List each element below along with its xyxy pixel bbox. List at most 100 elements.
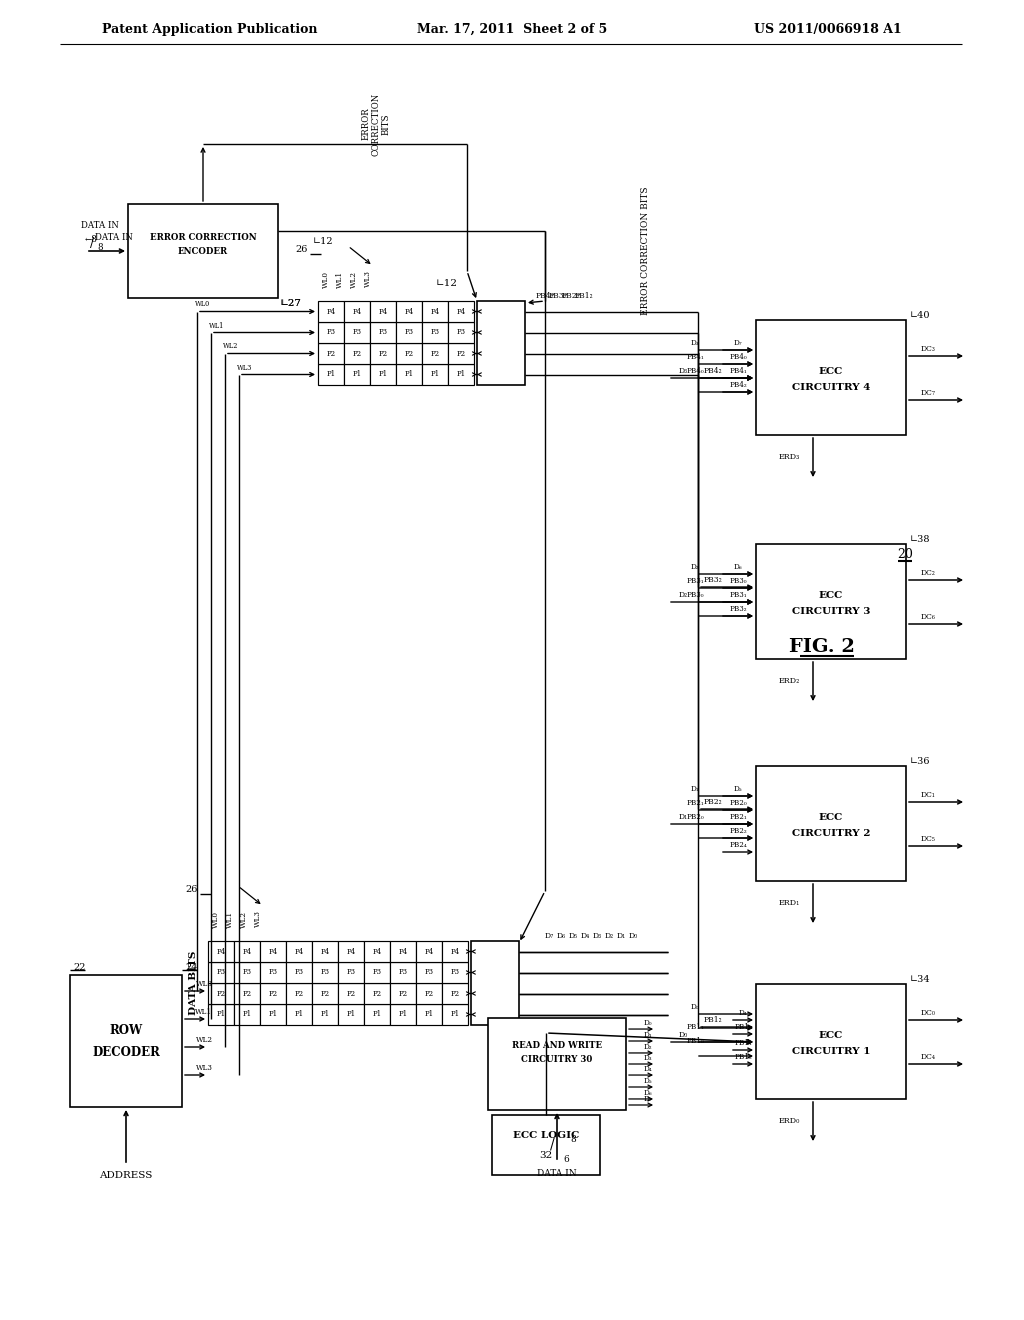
- Text: P3: P3: [379, 329, 387, 337]
- Text: ERD₂: ERD₂: [778, 677, 800, 685]
- Text: ERROR
CORRECTION
BITS: ERROR CORRECTION BITS: [361, 92, 391, 156]
- Bar: [344, 343, 370, 364]
- Text: WL2: WL2: [223, 342, 239, 351]
- Text: DATA IN: DATA IN: [95, 232, 133, 242]
- Bar: [416, 962, 442, 983]
- Bar: [260, 962, 286, 983]
- Text: ECC LOGIC: ECC LOGIC: [513, 1130, 580, 1139]
- Text: PB2₁: PB2₁: [686, 799, 703, 807]
- Text: D₃: D₃: [644, 1053, 652, 1063]
- Text: P1: P1: [268, 1011, 278, 1019]
- Bar: [449, 343, 474, 364]
- Text: D₃: D₃: [593, 932, 601, 940]
- Text: Patent Application Publication: Patent Application Publication: [102, 22, 317, 36]
- Text: FIG. 2: FIG. 2: [790, 638, 855, 656]
- Text: PB2₀: PB2₀: [686, 813, 703, 821]
- Bar: [422, 322, 449, 343]
- Text: P4: P4: [424, 948, 433, 956]
- Bar: [442, 1005, 468, 1026]
- Bar: [128, 205, 278, 298]
- Text: P2: P2: [373, 990, 382, 998]
- Text: P2: P2: [430, 350, 439, 358]
- Text: D₄: D₄: [738, 1008, 748, 1016]
- Bar: [338, 941, 364, 962]
- Text: 8: 8: [570, 1135, 575, 1144]
- Text: P1: P1: [398, 1011, 408, 1019]
- Text: DC₄: DC₄: [921, 1053, 936, 1061]
- Bar: [318, 343, 344, 364]
- Bar: [286, 962, 312, 983]
- Text: CIRCUITRY 2: CIRCUITRY 2: [792, 829, 870, 838]
- Text: PB4₂: PB4₂: [536, 292, 554, 300]
- Bar: [364, 962, 390, 983]
- Text: ECC: ECC: [819, 1031, 843, 1040]
- Bar: [442, 983, 468, 1005]
- Text: P1: P1: [404, 371, 414, 379]
- Text: P1: P1: [321, 1011, 330, 1019]
- Text: D₁: D₁: [616, 932, 626, 940]
- Text: P3: P3: [398, 969, 408, 977]
- Bar: [234, 1005, 260, 1026]
- Bar: [370, 301, 396, 322]
- Text: D₄: D₄: [644, 1065, 652, 1073]
- Text: DECODER: DECODER: [92, 1045, 160, 1059]
- Text: P3: P3: [373, 969, 382, 977]
- Text: P3: P3: [295, 969, 303, 977]
- Bar: [416, 941, 442, 962]
- Text: PB1₁: PB1₁: [734, 1039, 752, 1047]
- Text: P3: P3: [457, 329, 466, 337]
- Text: D₆: D₆: [644, 1089, 652, 1097]
- Bar: [390, 983, 416, 1005]
- Bar: [338, 983, 364, 1005]
- Text: 20: 20: [897, 548, 913, 561]
- Text: P1: P1: [379, 371, 387, 379]
- Text: P4: P4: [216, 948, 225, 956]
- Text: CIRCUITRY 3: CIRCUITRY 3: [792, 607, 870, 616]
- Text: P1: P1: [216, 1011, 225, 1019]
- Text: D₁: D₁: [690, 785, 699, 793]
- Text: WL1: WL1: [226, 911, 234, 928]
- Text: P1: P1: [346, 1011, 355, 1019]
- Text: PB3₀: PB3₀: [686, 591, 703, 599]
- Text: P3: P3: [404, 329, 414, 337]
- Text: PB3₁: PB3₁: [686, 577, 703, 585]
- Text: DATA IN: DATA IN: [81, 222, 119, 231]
- Text: ERROR CORRECTION BITS: ERROR CORRECTION BITS: [640, 186, 649, 315]
- Text: P1: P1: [451, 1011, 460, 1019]
- Text: /: /: [550, 1137, 554, 1151]
- Text: ∟38: ∟38: [910, 535, 931, 544]
- Text: P2: P2: [352, 350, 361, 358]
- Text: P1: P1: [295, 1011, 303, 1019]
- Text: D₇: D₇: [545, 932, 554, 940]
- Text: DC₁: DC₁: [921, 791, 936, 799]
- Bar: [208, 983, 234, 1005]
- Text: 8: 8: [97, 243, 102, 252]
- Bar: [318, 301, 344, 322]
- Text: P1: P1: [457, 371, 466, 379]
- Text: WL3: WL3: [364, 271, 372, 288]
- Text: PB3₂: PB3₂: [729, 605, 746, 612]
- Text: 6: 6: [563, 1155, 569, 1164]
- Text: P4: P4: [243, 948, 252, 956]
- Bar: [449, 364, 474, 385]
- Text: P3: P3: [243, 969, 252, 977]
- Text: WL2: WL2: [350, 271, 358, 288]
- Text: 24: 24: [185, 962, 198, 972]
- Text: DC₅: DC₅: [921, 836, 936, 843]
- Text: P2: P2: [327, 350, 336, 358]
- Bar: [312, 941, 338, 962]
- Text: D₃: D₃: [679, 367, 687, 375]
- Text: P2: P2: [346, 990, 355, 998]
- Text: 32: 32: [540, 1151, 553, 1159]
- Text: P1: P1: [373, 1011, 382, 1019]
- Text: D₄: D₄: [581, 932, 590, 940]
- Bar: [208, 941, 234, 962]
- Text: PB2₂: PB2₂: [703, 799, 722, 807]
- Bar: [756, 983, 906, 1100]
- Bar: [234, 941, 260, 962]
- Text: P4: P4: [321, 948, 330, 956]
- Text: P2: P2: [404, 350, 414, 358]
- Text: WL3: WL3: [196, 1064, 212, 1072]
- Bar: [338, 1005, 364, 1026]
- Bar: [364, 941, 390, 962]
